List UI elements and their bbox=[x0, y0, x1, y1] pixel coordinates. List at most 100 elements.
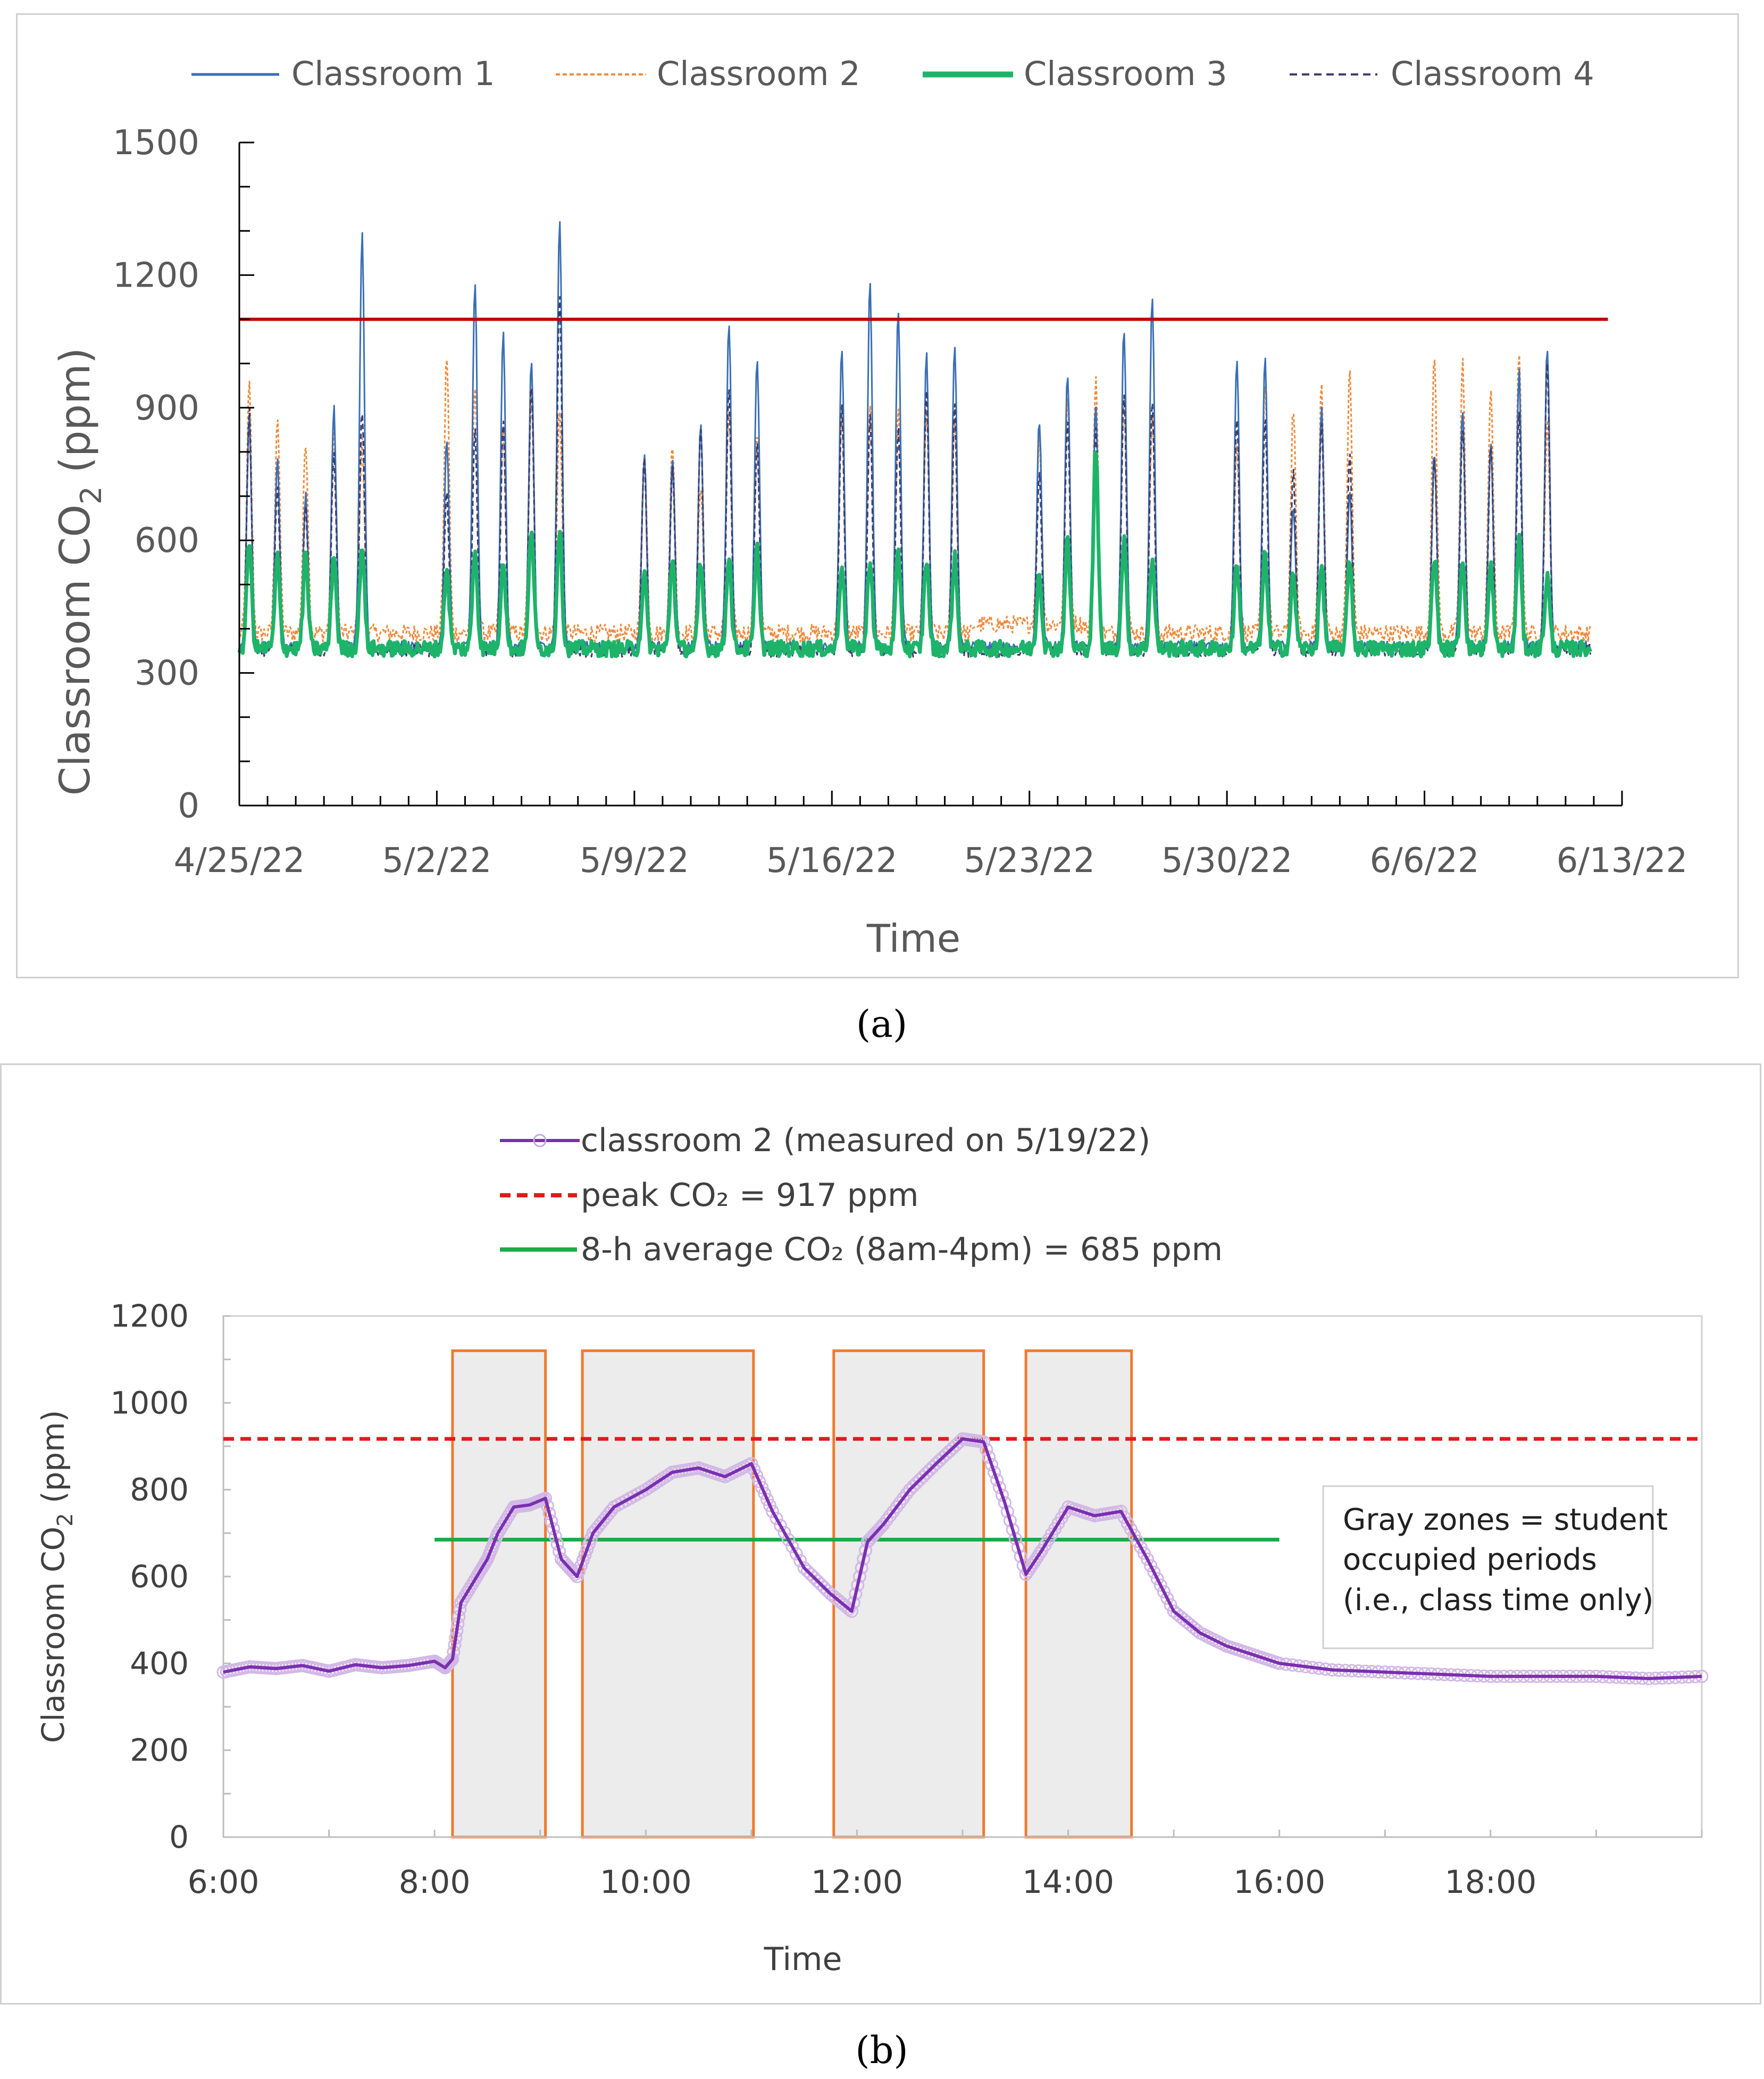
x-tick-label-b: 18:00 bbox=[1444, 1864, 1536, 1901]
x-tick-labels-a: 4/25/22 5/2/22 5/9/22 5/16/22 5/23/22 5/30/22… bbox=[174, 841, 1688, 881]
series-marker bbox=[887, 1505, 900, 1518]
series-marker bbox=[444, 1654, 457, 1668]
series-marker bbox=[1011, 1540, 1025, 1554]
series-marker bbox=[1006, 1523, 1019, 1537]
y-tick-labels-a: 0 300 600 900 1200 1500 bbox=[113, 123, 199, 826]
series-line-classroom-2-daily bbox=[223, 1437, 1702, 1680]
x-axis-title-a: Time bbox=[866, 916, 960, 961]
legend-label-average: 8-h average CO₂ (8am-4pm) = 685 ppm bbox=[581, 1231, 1223, 1268]
x-tick-label-a: 5/2/22 bbox=[382, 841, 491, 881]
y-tick-label-b: 1200 bbox=[110, 1298, 189, 1334]
series-marker bbox=[1000, 1505, 1014, 1519]
series-marker bbox=[445, 1653, 458, 1667]
series-marker bbox=[1014, 1549, 1027, 1563]
x-tick-label-a: 6/6/22 bbox=[1370, 841, 1479, 881]
y-tick-label-b: 400 bbox=[130, 1645, 189, 1681]
x-tick-label-a: 5/23/22 bbox=[964, 841, 1095, 881]
y-tick-label-a: 600 bbox=[135, 521, 199, 560]
series-marker bbox=[495, 1520, 509, 1533]
occupied-zones bbox=[451, 1349, 1133, 1839]
series-marker bbox=[896, 1491, 910, 1505]
y-tick-label-b: 200 bbox=[130, 1732, 189, 1768]
x-tick-label-b: 10:00 bbox=[600, 1864, 692, 1901]
series-marker bbox=[985, 1458, 999, 1472]
x-tick-label-b: 12:00 bbox=[811, 1864, 903, 1901]
y-tick-label-b: 800 bbox=[130, 1472, 189, 1508]
panel-a-frame bbox=[16, 13, 1739, 978]
series-marker bbox=[770, 1512, 783, 1525]
x-tick-label-b: 14:00 bbox=[1022, 1864, 1114, 1901]
series-marker bbox=[646, 1479, 659, 1492]
series-marker bbox=[760, 1493, 774, 1506]
series-marker bbox=[990, 1473, 1004, 1487]
x-tick-label-b: 8:00 bbox=[399, 1864, 471, 1901]
occupied-zone-3 bbox=[832, 1349, 985, 1839]
series-marker bbox=[993, 1481, 1006, 1495]
legend-label-classroom-3: Classroom 3 bbox=[1024, 54, 1227, 93]
series-marker bbox=[747, 1463, 761, 1477]
panel-label-a: (a) bbox=[856, 1002, 908, 1046]
y-tick-label-a: 1200 bbox=[113, 256, 199, 295]
series-marker bbox=[1164, 1598, 1177, 1612]
series-marker bbox=[766, 1505, 780, 1518]
y-tick-label-a: 300 bbox=[135, 654, 199, 693]
series-marker bbox=[1150, 1572, 1164, 1586]
y-tick-label-b: 1000 bbox=[110, 1385, 189, 1421]
x-tick-label-a: 5/16/22 bbox=[766, 841, 898, 881]
series-marker bbox=[758, 1487, 772, 1500]
x-tick-label-a: 5/30/22 bbox=[1161, 841, 1293, 881]
legend-label-classroom-1: Classroom 1 bbox=[291, 54, 495, 93]
legend-label-classroom-4: Classroom 4 bbox=[1391, 54, 1594, 93]
series-marker bbox=[1144, 1559, 1158, 1573]
series-marker bbox=[1008, 1532, 1022, 1545]
occupied-zone-2 bbox=[581, 1349, 755, 1839]
x-tick-label-a: 6/13/22 bbox=[1557, 841, 1688, 881]
series-marker bbox=[778, 1525, 791, 1539]
legend-b: classroom 2 (measured on 5/19/22) peak C… bbox=[500, 1122, 1223, 1268]
series-marker bbox=[781, 1533, 795, 1547]
x-axis-title-b: Time bbox=[764, 1941, 842, 1978]
series-line-classroom-1 bbox=[238, 221, 1591, 653]
series-marker bbox=[458, 1589, 472, 1603]
series-marker bbox=[842, 1602, 856, 1616]
series-marker bbox=[755, 1481, 769, 1495]
series-line-classroom-4 bbox=[238, 296, 1592, 658]
annotation-box-frame bbox=[1322, 1485, 1654, 1649]
series-marker bbox=[996, 1488, 1009, 1502]
series-marker bbox=[982, 1450, 996, 1464]
series-line-classroom-2 bbox=[238, 354, 1592, 643]
legend-a: Classroom 1 Classroom 2 Classroom 3 Clas… bbox=[191, 54, 1594, 93]
plot-area-a bbox=[237, 221, 1608, 659]
series-marker bbox=[890, 1500, 904, 1514]
series-marker bbox=[998, 1496, 1011, 1510]
series-marker bbox=[763, 1498, 777, 1512]
panel-label-b: (b) bbox=[855, 2028, 908, 2072]
series-marker bbox=[1190, 1623, 1204, 1637]
annotation-line-3: (i.e., class time only) bbox=[1343, 1583, 1654, 1617]
annotation-line-2: occupied periods bbox=[1343, 1543, 1597, 1577]
series-marker bbox=[750, 1469, 764, 1482]
x-tick-label-a: 4/25/22 bbox=[174, 841, 305, 881]
series-marker bbox=[876, 1518, 890, 1531]
x-tick-labels-b: 6:00 8:00 10:00 12:00 14:00 16:00 18:00 bbox=[188, 1864, 1537, 1901]
series-marker bbox=[753, 1474, 766, 1488]
annotation-box: Gray zones = student occupied periods (i… bbox=[1322, 1485, 1668, 1649]
y-tick-label-a: 900 bbox=[135, 389, 199, 428]
series-marker bbox=[1141, 1552, 1154, 1566]
y-tick-label-b: 0 bbox=[169, 1819, 189, 1855]
series-marker bbox=[789, 1547, 803, 1561]
series-marker bbox=[1003, 1514, 1017, 1528]
annotation-line-1: Gray zones = student bbox=[1343, 1503, 1668, 1537]
series-marker bbox=[893, 1496, 907, 1510]
series-marker bbox=[988, 1465, 1001, 1479]
legend-label-peak: peak CO₂ = 917 ppm bbox=[581, 1177, 918, 1214]
y-axis-title-b: Classroom CO2 (ppm) bbox=[35, 1410, 78, 1743]
series-marker bbox=[655, 1472, 669, 1486]
series-marker bbox=[785, 1540, 799, 1554]
y-axis-title-a: Classroom CO2 (ppm) bbox=[52, 348, 108, 796]
series-classroom-2 bbox=[216, 1432, 1709, 1686]
axes-a bbox=[238, 141, 1623, 807]
series-marker bbox=[880, 1513, 893, 1527]
series-marker bbox=[639, 1483, 653, 1497]
